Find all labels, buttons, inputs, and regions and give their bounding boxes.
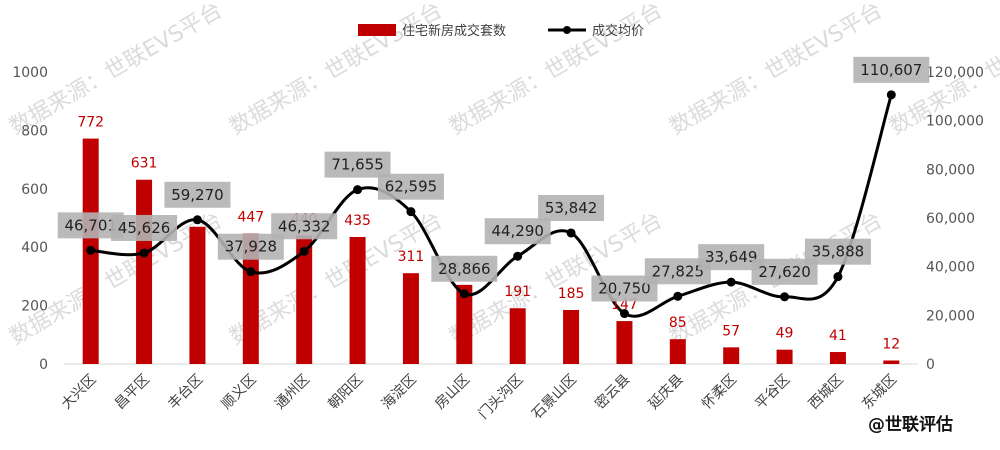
bar (402, 273, 419, 364)
price-data-label: 46,332 (278, 217, 331, 235)
price-point (566, 228, 576, 238)
logo-text: @世联评估 (868, 414, 953, 435)
price-label-box (377, 173, 444, 200)
price-point (192, 215, 202, 225)
legend-label-line: 成交均价 (592, 23, 644, 39)
price-data-label: 27,825 (652, 262, 705, 280)
price-point (619, 309, 629, 319)
legend-label-bar: 住宅新房成交套数 (402, 23, 506, 39)
price-point (139, 248, 149, 258)
y-left-tick-label: 1000 (12, 65, 48, 81)
price-data-label: 53,842 (545, 199, 598, 217)
price-label-box (324, 151, 391, 178)
price-point (726, 277, 736, 287)
price-point (459, 289, 469, 299)
price-data-label: 20,750 (598, 280, 651, 298)
bar (616, 321, 633, 364)
y-right-tick-label: 20,000 (926, 308, 975, 324)
bar (776, 349, 793, 364)
bar-data-label: 41 (829, 328, 847, 344)
price-label-box (484, 218, 551, 245)
legend-swatch-bar (358, 24, 396, 36)
price-point (513, 251, 523, 261)
y-left-tick-label: 600 (21, 182, 48, 198)
bar-data-label: 191 (504, 284, 531, 300)
y-right-tick-label: 80,000 (926, 162, 975, 178)
y-left-tick-label: 400 (21, 240, 48, 256)
price-point (886, 90, 896, 100)
bar (349, 236, 366, 364)
price-label-box (271, 213, 338, 240)
price-point (833, 272, 843, 282)
bar (669, 339, 686, 364)
price-data-label: 71,655 (331, 156, 384, 174)
price-data-label: 45,626 (118, 219, 171, 237)
y-left-tick-label: 0 (39, 357, 48, 373)
bar-data-label: 12 (882, 336, 900, 352)
price-label-box (538, 194, 605, 221)
y-left-tick-label: 200 (21, 299, 48, 315)
bar-data-label: 631 (131, 156, 158, 172)
y-right-tick-label: 60,000 (926, 211, 975, 227)
y-right-tick-label: 0 (926, 357, 935, 373)
price-data-label: 44,290 (491, 222, 544, 240)
price-point (299, 246, 309, 256)
price-point (406, 207, 416, 217)
price-label-box (853, 56, 930, 83)
bar-data-label: 185 (558, 286, 585, 302)
price-label-box (164, 181, 231, 208)
bar (189, 226, 206, 364)
bar-data-label: 85 (669, 315, 687, 331)
price-point (780, 292, 790, 302)
price-label-box (111, 214, 178, 241)
bar-data-label: 311 (398, 249, 425, 265)
legend-swatch-marker (563, 26, 571, 34)
price-data-label: 28,866 (438, 260, 491, 278)
price-data-label: 110,607 (860, 61, 922, 79)
bar (563, 309, 580, 364)
bar-data-label: 57 (722, 323, 740, 339)
price-point (246, 267, 256, 277)
price-point (353, 185, 363, 195)
bar-data-label: 772 (77, 115, 104, 131)
price-point (86, 245, 96, 255)
bar (829, 352, 846, 364)
bar (509, 308, 526, 364)
price-data-label: 35,888 (812, 243, 865, 261)
bar (242, 233, 259, 364)
y-right-tick-label: 40,000 (926, 260, 975, 276)
price-label-box (804, 238, 871, 265)
bar-data-label: 435 (344, 213, 371, 229)
legend: 住宅新房成交套数 成交均价 (358, 23, 644, 39)
price-label-box (431, 255, 498, 282)
bar (723, 347, 740, 364)
y-right-tick-label: 120,000 (926, 65, 984, 81)
bar-data-label: 49 (776, 326, 794, 342)
price-data-label: 46,701 (64, 216, 117, 234)
bar (883, 360, 900, 364)
y-left-tick-label: 800 (21, 123, 48, 139)
price-data-label: 37,928 (225, 238, 278, 256)
price-data-label: 62,595 (385, 178, 438, 196)
price-data-label: 33,649 (705, 248, 758, 266)
y-right-tick-label: 100,000 (926, 114, 984, 130)
bar (136, 179, 153, 364)
bar-data-label: 447 (237, 209, 264, 225)
data-labels: 7726314474404353112711911851478557494112… (57, 56, 930, 352)
price-point (673, 291, 683, 301)
price-data-label: 27,620 (758, 263, 811, 281)
price-data-label: 59,270 (171, 186, 224, 204)
bar (296, 235, 313, 364)
bar (456, 284, 473, 364)
